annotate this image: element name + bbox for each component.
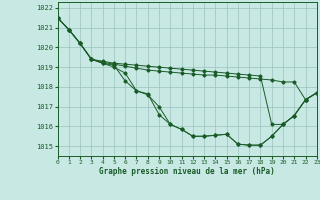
X-axis label: Graphe pression niveau de la mer (hPa): Graphe pression niveau de la mer (hPa) <box>99 167 275 176</box>
